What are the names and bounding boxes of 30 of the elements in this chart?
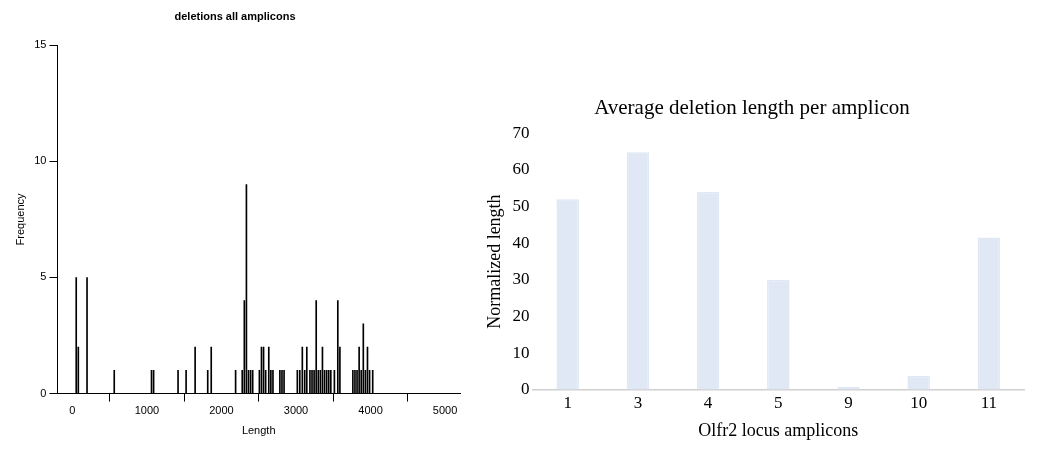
y-tick-label: 10 [34,154,47,167]
chart-title: Average deletion length per amplicon [594,95,911,120]
x-axis-title: Length [241,424,276,437]
x-tick-label: 4000 [358,404,383,417]
y-tick-label: 30 [512,269,530,289]
x-axis-title: Olfr2 locus amplicons [698,419,859,440]
y-axis-title: Normalized length [483,194,504,329]
chart-title: deletions all amplicons [174,9,296,22]
x-tick-label: 1 [563,392,572,412]
y-tick-label: 70 [512,122,530,142]
x-tick-label: 9 [844,392,853,412]
x-tick-label: 5000 [432,404,458,417]
y-tick-label: 60 [512,159,530,179]
x-tick-label: 10 [910,392,928,412]
y-tick-label: 0 [521,379,530,399]
x-tick-label: 5 [774,392,783,412]
y-tick-label: 20 [512,306,530,326]
y-tick-label: 40 [512,232,530,252]
y-tick-label: 5 [40,270,47,283]
y-tick-label: 50 [512,196,530,216]
x-tick-label: 4 [703,392,713,412]
y-tick-label: 10 [512,342,530,362]
x-tick-label: 0 [69,404,76,417]
x-tick-label: 3000 [283,404,309,417]
x-tick-label: 2000 [209,404,234,417]
x-tick-label: 11 [980,392,998,412]
x-tick-label: 3 [633,392,643,412]
y-axis-title: Frequency [13,192,26,246]
x-tick-label: 1000 [134,404,160,417]
y-tick-label: 15 [34,38,47,51]
